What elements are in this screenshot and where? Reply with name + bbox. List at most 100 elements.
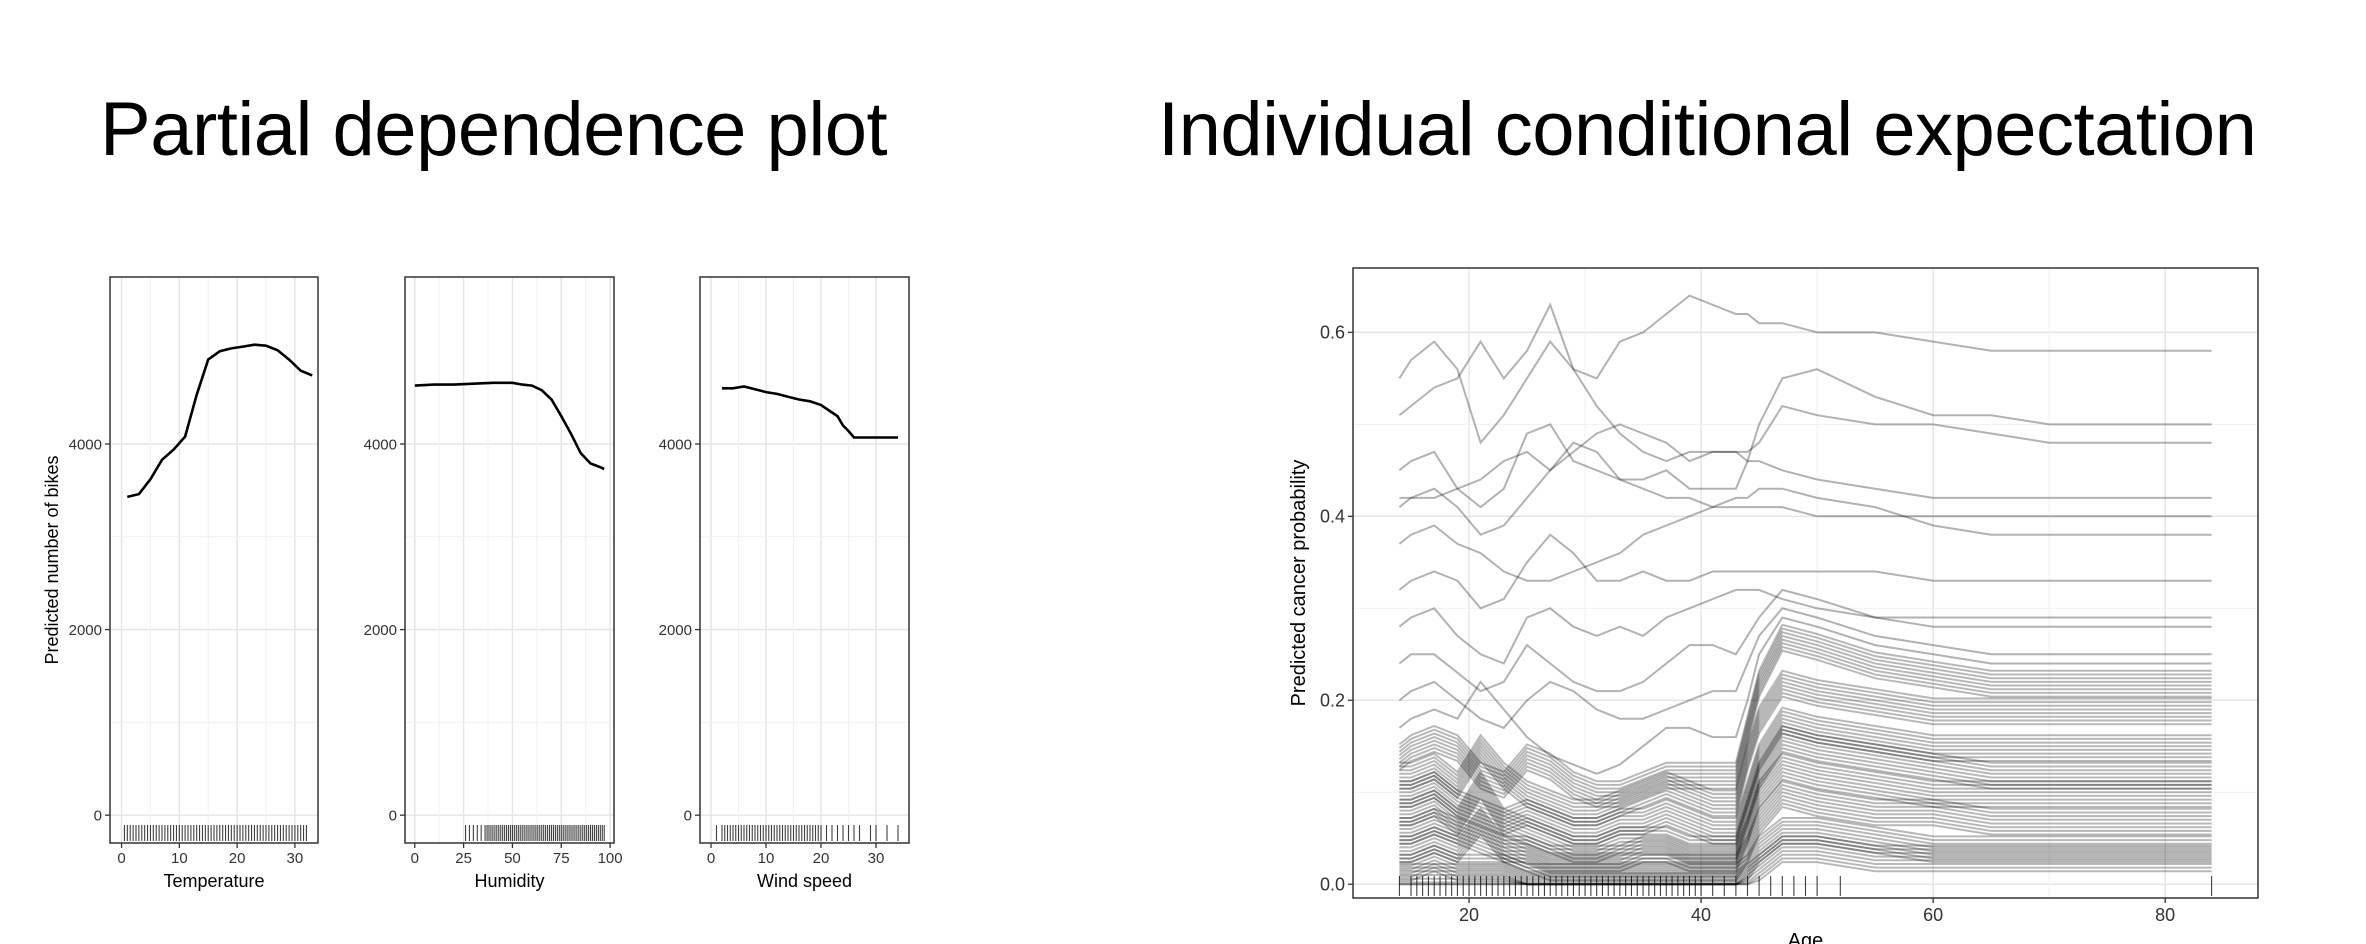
x-tick-label: 30 — [868, 850, 885, 867]
ice-line — [1399, 835, 2212, 884]
ice-line — [1399, 756, 2212, 851]
chart-panel-wind_speed: 0 10 20 30 0 2000 4000 Wind speed — [659, 276, 910, 891]
ice-line — [1399, 746, 2212, 860]
ice-line — [1399, 839, 2212, 886]
x-tick-label: 100 — [598, 850, 623, 867]
y-tick-label: 0.0 — [1320, 875, 1345, 895]
ice-line — [1398, 634, 2212, 794]
ice-line — [1399, 673, 2212, 805]
ice-line — [1398, 649, 2212, 808]
x-tick-label: 0 — [117, 850, 125, 867]
ice-line — [1398, 616, 2212, 775]
ice-line — [1398, 607, 2212, 730]
y-axis-title: Predicted cancer probability — [1288, 460, 1310, 707]
ice-line — [1399, 824, 2212, 873]
ice-line — [1399, 441, 2212, 536]
ice-lines — [1398, 294, 2212, 886]
ice-line — [1399, 767, 2212, 862]
ice-line — [1398, 423, 2212, 508]
ice-line — [1399, 688, 2212, 819]
ice-line — [1399, 732, 2212, 845]
ice-line — [1398, 638, 2212, 797]
ice-line — [1398, 294, 2212, 416]
ice-line — [1399, 850, 2212, 886]
ice-line — [1399, 802, 2212, 878]
ice-line — [1399, 721, 2212, 834]
x-tick-label: 40 — [1691, 905, 1711, 925]
ice-line — [1399, 750, 2212, 864]
panel-border — [109, 276, 319, 844]
ice-line — [1399, 842, 2212, 882]
ice-line — [1399, 759, 2212, 854]
ice-line — [1399, 713, 2212, 827]
ice-line — [1399, 853, 2212, 886]
ice-line — [1399, 817, 2212, 865]
ice-line — [1398, 533, 2212, 610]
ice-line — [1399, 732, 2212, 845]
ice-line — [1399, 857, 2212, 886]
ice-line — [1398, 623, 2212, 783]
x-tick-label: 20 — [1459, 905, 1479, 925]
ice-line — [1398, 642, 2212, 801]
ice-line — [1399, 780, 2212, 856]
panel-border — [699, 276, 910, 844]
ice-line — [1398, 588, 2212, 665]
ice-line — [1399, 739, 2212, 853]
ice-line — [1398, 339, 2212, 463]
x-axis-title: Wind speed — [757, 871, 852, 891]
ice-line — [1399, 846, 2212, 886]
x-axis-title: Age — [1788, 930, 1824, 944]
ice-line — [1399, 743, 2212, 856]
ice-line — [1399, 861, 2212, 886]
x-axis-title: Humidity — [474, 871, 544, 891]
rug-marks — [123, 825, 307, 841]
ice-line — [1398, 627, 2212, 786]
y-axis-title: Predicted number of bikes — [42, 455, 62, 664]
ice-line — [1399, 820, 2212, 869]
ice-line — [1399, 728, 2212, 842]
ice-line — [1399, 735, 2212, 849]
x-tick-label: 60 — [1923, 905, 1943, 925]
y-tick-label: 0.2 — [1320, 691, 1345, 711]
pdp-title: Partial dependence plot — [100, 87, 888, 172]
ice-line — [1399, 794, 2212, 871]
ice-title: Individual conditional expectation — [1158, 87, 2257, 172]
ice-line — [1399, 724, 2212, 838]
ice-line — [1398, 368, 2212, 509]
ice-line — [1399, 770, 2212, 865]
rug-marks — [465, 825, 605, 841]
chart-panel-ice_age: 20 40 60 80 0.0 0.2 0.4 0.6 Age Predicted cancer … — [1288, 267, 2259, 944]
pd-line — [126, 343, 313, 499]
x-tick-label: 20 — [813, 850, 830, 867]
x-tick-label: 25 — [455, 850, 472, 867]
ice-line — [1399, 763, 2212, 858]
ice-line — [1399, 706, 2212, 819]
rug-marks — [1398, 876, 2213, 896]
y-tick-label: 0.4 — [1320, 507, 1345, 527]
x-tick-label: 80 — [2155, 905, 2175, 925]
ice-line — [1399, 798, 2212, 875]
y-tick-label: 0.6 — [1320, 323, 1345, 343]
ice-line — [1399, 791, 2212, 867]
ice-line — [1399, 710, 2212, 823]
ice-line — [1399, 724, 2212, 838]
ice-line — [1399, 805, 2212, 882]
ice-line — [1398, 487, 2212, 582]
ice-line — [1399, 695, 2212, 827]
x-tick-label: 0 — [707, 850, 715, 867]
x-tick-label: 20 — [229, 850, 246, 867]
ice-line — [1399, 774, 2212, 869]
rug-marks — [715, 825, 899, 841]
y-tick-label: 4000 — [659, 436, 692, 453]
pd-line — [722, 385, 898, 439]
ice-line — [1399, 835, 2212, 875]
panel-border — [404, 276, 615, 844]
ice-line — [1399, 828, 2212, 876]
y-tick-label: 4000 — [364, 436, 397, 453]
ice-line — [1399, 842, 2212, 886]
x-tick-label: 50 — [504, 850, 521, 867]
y-tick-label: 0 — [94, 807, 102, 824]
x-tick-label: 30 — [287, 850, 304, 867]
ice-line — [1398, 645, 2212, 805]
